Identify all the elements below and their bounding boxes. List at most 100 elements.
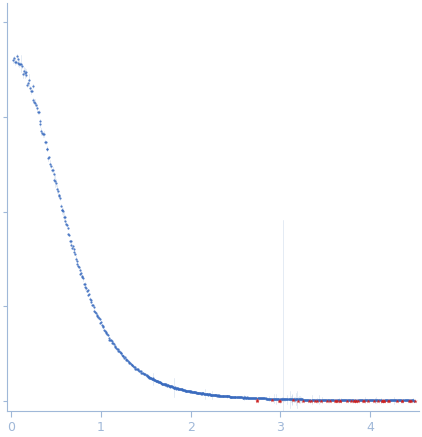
- Point: [76, 266, 83, 273]
- Point: [300, 396, 307, 403]
- Point: [267, 395, 274, 402]
- Point: [69, 244, 76, 251]
- Point: [41, 131, 47, 138]
- Point: [252, 395, 258, 402]
- Point: [206, 391, 212, 398]
- Point: [130, 363, 137, 370]
- Point: [406, 397, 413, 404]
- Point: [345, 397, 352, 404]
- Point: [178, 386, 185, 393]
- Point: [290, 396, 297, 403]
- Point: [230, 393, 237, 400]
- Point: [368, 397, 374, 404]
- Point: [406, 398, 412, 405]
- Point: [120, 353, 127, 360]
- Point: [183, 387, 189, 394]
- Point: [151, 377, 158, 384]
- Point: [22, 69, 29, 76]
- Point: [80, 275, 87, 282]
- Point: [287, 396, 294, 403]
- Point: [274, 395, 281, 402]
- Point: [151, 377, 157, 384]
- Point: [357, 397, 364, 404]
- Point: [386, 397, 392, 404]
- Point: [233, 394, 240, 401]
- Point: [92, 309, 99, 316]
- Point: [86, 291, 92, 298]
- Point: [186, 388, 192, 395]
- Point: [135, 367, 142, 374]
- Point: [35, 109, 42, 116]
- Point: [98, 322, 105, 329]
- Point: [271, 395, 278, 402]
- Point: [218, 392, 225, 399]
- Point: [225, 393, 232, 400]
- Point: [278, 395, 285, 402]
- Point: [395, 397, 402, 404]
- Point: [214, 392, 220, 399]
- Point: [52, 177, 59, 184]
- Point: [261, 395, 268, 402]
- Point: [107, 336, 114, 343]
- Point: [368, 397, 375, 404]
- Point: [226, 393, 233, 400]
- Point: [191, 389, 197, 396]
- Point: [133, 365, 140, 372]
- Point: [329, 396, 335, 403]
- Point: [403, 397, 410, 404]
- Point: [310, 396, 316, 403]
- Point: [245, 394, 252, 401]
- Point: [272, 395, 279, 402]
- Point: [11, 58, 18, 65]
- Point: [287, 396, 293, 403]
- Point: [43, 145, 50, 152]
- Point: [342, 396, 349, 403]
- Point: [146, 375, 153, 382]
- Point: [338, 396, 344, 403]
- Point: [274, 395, 281, 402]
- Point: [234, 393, 241, 400]
- Point: [242, 394, 249, 401]
- Point: [247, 395, 254, 402]
- Point: [19, 62, 25, 69]
- Point: [398, 397, 405, 404]
- Point: [201, 390, 208, 397]
- Point: [200, 390, 207, 397]
- Point: [323, 396, 330, 403]
- Point: [358, 397, 365, 404]
- Point: [225, 393, 231, 400]
- Point: [119, 352, 125, 359]
- Point: [338, 397, 345, 404]
- Point: [371, 397, 377, 404]
- Point: [238, 394, 245, 401]
- Point: [380, 397, 387, 404]
- Point: [162, 381, 169, 388]
- Point: [176, 385, 182, 392]
- Point: [295, 396, 302, 403]
- Point: [220, 392, 227, 399]
- Point: [211, 392, 217, 399]
- Point: [333, 397, 339, 404]
- Point: [392, 397, 398, 404]
- Point: [155, 378, 162, 385]
- Point: [166, 382, 173, 389]
- Point: [222, 392, 229, 399]
- Point: [269, 395, 276, 402]
- Point: [305, 396, 312, 403]
- Point: [276, 397, 283, 404]
- Point: [376, 397, 382, 404]
- Point: [176, 385, 183, 392]
- Point: [375, 397, 382, 404]
- Point: [78, 270, 84, 277]
- Point: [170, 384, 176, 391]
- Point: [123, 357, 130, 364]
- Point: [97, 319, 104, 326]
- Point: [154, 378, 160, 385]
- Point: [114, 347, 121, 354]
- Point: [172, 385, 179, 392]
- Point: [205, 391, 211, 398]
- Point: [159, 380, 165, 387]
- Point: [390, 397, 397, 404]
- Point: [354, 397, 361, 404]
- Point: [386, 397, 393, 404]
